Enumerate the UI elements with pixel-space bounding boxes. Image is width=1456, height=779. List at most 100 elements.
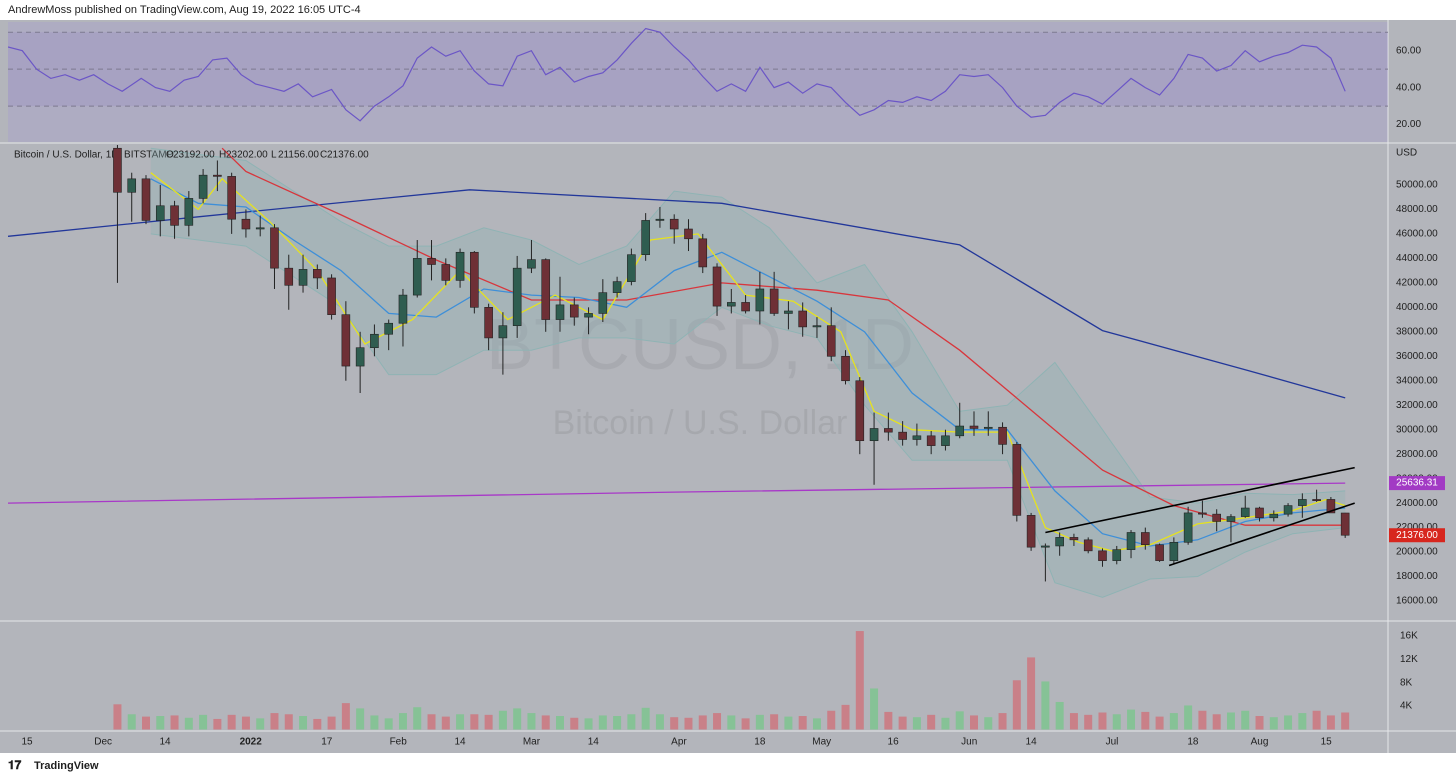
volume-bar (1127, 709, 1136, 730)
volume-bar (327, 716, 336, 730)
candle-body (1198, 512, 1207, 515)
candle-body (412, 258, 422, 296)
y-tick-label: 42000.00 (1396, 277, 1438, 288)
candle-body (855, 380, 865, 442)
legend-key: H (219, 150, 226, 161)
x-tick-label: 16 (888, 737, 900, 748)
candle-body (1098, 550, 1107, 561)
moving-average (8, 189, 1346, 399)
candle-body (869, 428, 879, 442)
x-tick-label: Apr (671, 737, 687, 748)
volume-bar (1284, 715, 1293, 730)
volume-bar (998, 713, 1007, 730)
volume-bar (556, 716, 564, 730)
candle-body (1283, 505, 1293, 515)
candle-body (569, 304, 579, 318)
candle-body (1183, 512, 1193, 543)
candle-body (370, 333, 379, 349)
candle-body (712, 266, 722, 307)
chart-background (0, 20, 1456, 753)
candle-body (198, 174, 208, 199)
publisher-header: AndrewMoss published on TradingView.com,… (8, 4, 361, 16)
volume-bar (142, 716, 150, 730)
candle-body (441, 264, 451, 281)
x-tick-label: 14 (455, 737, 467, 748)
legend-key: O (166, 150, 174, 161)
volume-bar (855, 631, 864, 730)
candle-body (1340, 512, 1350, 536)
candle-body (1155, 544, 1164, 561)
volume-bar (1069, 713, 1078, 730)
volume-bar (1098, 712, 1107, 730)
y-tick-label: 48000.00 (1396, 204, 1438, 215)
candle-body (798, 310, 807, 328)
candle-body (727, 302, 736, 307)
candle-body (1255, 507, 1264, 519)
price-label-box (1389, 476, 1445, 491)
y-tick-label: 22000.00 (1396, 522, 1438, 533)
candle-body (1269, 513, 1279, 519)
trendline (1168, 502, 1355, 567)
volume-bar (270, 713, 279, 730)
volume-bar (1041, 681, 1050, 730)
candle-body (113, 147, 122, 193)
candle-body (769, 288, 779, 314)
candle-body (741, 302, 750, 312)
y-tick-label: 40000.00 (1396, 302, 1438, 313)
candle-body (213, 174, 222, 177)
candle-body (470, 251, 479, 308)
volume-bar (299, 716, 308, 730)
candle-body (255, 227, 265, 230)
price-layer (8, 145, 1355, 598)
volume-bar (1241, 710, 1250, 730)
candle-body (1226, 516, 1236, 522)
candle-body (384, 322, 393, 335)
x-tick-label: 17 (321, 737, 333, 748)
volume-bar (1012, 680, 1021, 730)
candle-body (512, 267, 522, 326)
candle-body (955, 425, 965, 437)
x-tick-label: Feb (390, 737, 408, 748)
candle-body (555, 304, 565, 320)
candle-body (355, 347, 365, 367)
y-tick-label: 24000.00 (1396, 498, 1438, 509)
bollinger-fill (150, 148, 1346, 598)
y-tick-label: 46000.00 (1396, 229, 1438, 240)
candle-body (1083, 539, 1093, 552)
candle-body (1312, 499, 1321, 501)
volume-bar (912, 717, 921, 730)
legend-value: 23202.00 (226, 150, 268, 161)
volume-bar (370, 715, 379, 730)
candle-body (398, 294, 408, 324)
candle-body (1112, 549, 1122, 561)
x-tick-label: 18 (754, 737, 766, 748)
volume-bar (570, 717, 579, 730)
volume-bar (784, 716, 793, 730)
candle-body (141, 178, 151, 221)
candle-body (541, 259, 551, 320)
legend-key: L (271, 150, 277, 161)
candle-body (898, 431, 907, 440)
legend-value: 23192.00 (173, 150, 215, 161)
candle-body (627, 254, 636, 282)
candle-body (127, 178, 137, 193)
volume-bar (941, 717, 950, 730)
volume-bar (456, 714, 465, 730)
candle-body (784, 310, 793, 314)
volume-bar (1198, 710, 1207, 730)
volume-bar (713, 713, 722, 730)
volume-bar (1341, 712, 1350, 730)
volume-bar (1155, 716, 1164, 730)
trendline (1045, 466, 1355, 534)
volume-bar (970, 715, 978, 730)
axes-layer: 15 Dec 14 2022 17 Feb 14 Mar 14 Apr 18 May 16 Jun 14 Ju… (21, 45, 1445, 748)
y-tick-label: 16000.00 (1396, 596, 1438, 607)
volume-tick-label: 16K (1400, 630, 1418, 641)
volume-bar (513, 708, 522, 730)
price-label: 25636.31 (1396, 478, 1438, 489)
volume-bar (1184, 705, 1193, 730)
volume-bar (655, 714, 664, 730)
moving-average (221, 147, 1346, 526)
